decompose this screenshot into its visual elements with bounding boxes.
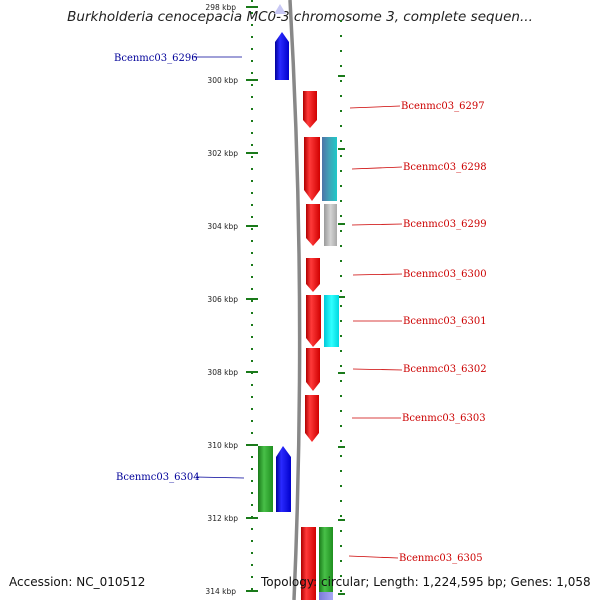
chromosome-backbone <box>288 0 302 600</box>
gene-leader-6300 <box>352 273 403 276</box>
gene-label-6304[interactable]: Bcenmc03_6304 <box>116 472 200 483</box>
gene-arrow-6299[interactable] <box>306 204 320 246</box>
gene-leader-6302 <box>352 368 403 371</box>
gene-leader-6305 <box>348 555 399 559</box>
axis-tick-label: 306 kbp <box>207 295 238 304</box>
gene-label-6301[interactable]: Bcenmc03_6301 <box>403 316 487 327</box>
axis-tick-label: 300 kbp <box>207 76 238 85</box>
cog-block-6305 <box>319 527 333 600</box>
gene-arrow-6302[interactable] <box>306 348 320 391</box>
gene-arrow-6297[interactable] <box>303 91 317 128</box>
cog-block-6304 <box>258 446 273 512</box>
gene-arrow-partial[interactable] <box>274 4 286 14</box>
axis-tick-label: 298 kbp <box>205 3 236 12</box>
axis-tick-label: 308 kbp <box>207 368 238 377</box>
axis-ticks: 298 kbp 300 kbp 302 kbp 304 kbp 306 kbp … <box>205 3 345 596</box>
cog-block-6299 <box>324 204 337 246</box>
gene-arrow-6305[interactable] <box>301 527 316 600</box>
cog-block-6305-extra <box>319 592 333 600</box>
gene-label-6298[interactable]: Bcenmc03_6298 <box>403 162 487 173</box>
accession-text: Accession: NC_010512 <box>9 575 146 589</box>
gene-label-6300[interactable]: Bcenmc03_6300 <box>403 269 487 280</box>
gene-arrow-6303[interactable] <box>305 395 319 442</box>
gene-leader-6298 <box>351 166 403 170</box>
gene-arrow-6298[interactable] <box>304 137 320 201</box>
axis-tick-label: 302 kbp <box>207 149 238 158</box>
gene-label-6305[interactable]: Bcenmc03_6305 <box>399 553 483 564</box>
gene-label-6303[interactable]: Bcenmc03_6303 <box>402 413 486 424</box>
cog-block-6301 <box>324 295 339 347</box>
map-title: Burkholderia cenocepacia MC0-3 chromosom… <box>67 9 533 25</box>
gene-arrow-6301[interactable] <box>306 295 321 347</box>
axis-tick-label: 312 kbp <box>207 514 238 523</box>
gene-arrow-6304[interactable] <box>276 446 291 512</box>
topology-text: Topology: circular; Length: 1,224,595 bp… <box>261 575 591 589</box>
gene-arrow-6296[interactable] <box>275 32 289 80</box>
axis-tick-label: 304 kbp <box>207 222 238 231</box>
gene-label-6296[interactable]: Bcenmc03_6296 <box>114 53 198 64</box>
gene-leader-6299 <box>351 223 403 226</box>
gene-label-6297[interactable]: Bcenmc03_6297 <box>401 101 485 112</box>
gene-leader-6304 <box>195 476 245 479</box>
gene-leader-6297 <box>349 105 401 109</box>
gene-arrow-6300[interactable] <box>306 258 320 292</box>
gene-label-6299[interactable]: Bcenmc03_6299 <box>403 219 487 230</box>
gene-label-6302[interactable]: Bcenmc03_6302 <box>403 364 487 375</box>
axis-tick-label: 314 kbp <box>205 587 236 596</box>
axis-tick-label: 310 kbp <box>207 441 238 450</box>
cog-block-6298 <box>322 137 337 201</box>
